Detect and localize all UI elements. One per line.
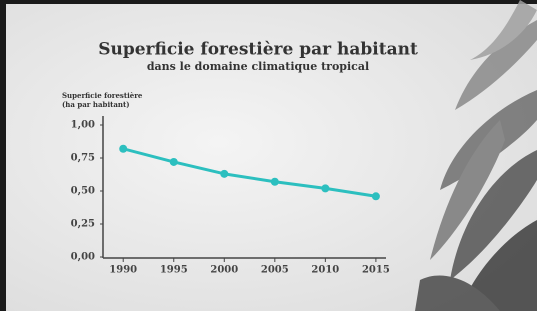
chart-subtitle: dans le domaine climatique tropical [147, 60, 369, 73]
data-point [170, 158, 178, 166]
x-tick-label: 1995 [160, 265, 188, 276]
data-point [321, 184, 329, 192]
y-tick-label: 0,75 [71, 153, 95, 164]
data-point [220, 170, 228, 178]
chart-title: Superficie forestière par habitant [98, 40, 418, 60]
x-tick-label: 1990 [109, 265, 137, 276]
y-axis-label: (ha par habitant) [62, 100, 130, 109]
y-axis-label: Superficie forestière [62, 91, 143, 100]
y-tick-label: 1,00 [71, 120, 95, 131]
x-tick-label: 2010 [311, 265, 339, 276]
data-point [372, 192, 380, 200]
chart: Superficie forestière par habitant dans … [0, 0, 537, 311]
data-point [271, 178, 279, 186]
x-tick-label: 2015 [362, 265, 390, 276]
y-tick-label: 0,25 [71, 219, 95, 230]
x-tick-label: 2000 [210, 265, 238, 276]
x-tick-label: 2005 [261, 265, 289, 276]
y-tick-label: 0,50 [71, 186, 95, 197]
page: {"chart_data": {"type": "line", "title":… [0, 0, 537, 311]
y-tick-label: 0,00 [71, 252, 95, 263]
data-point [119, 145, 127, 153]
